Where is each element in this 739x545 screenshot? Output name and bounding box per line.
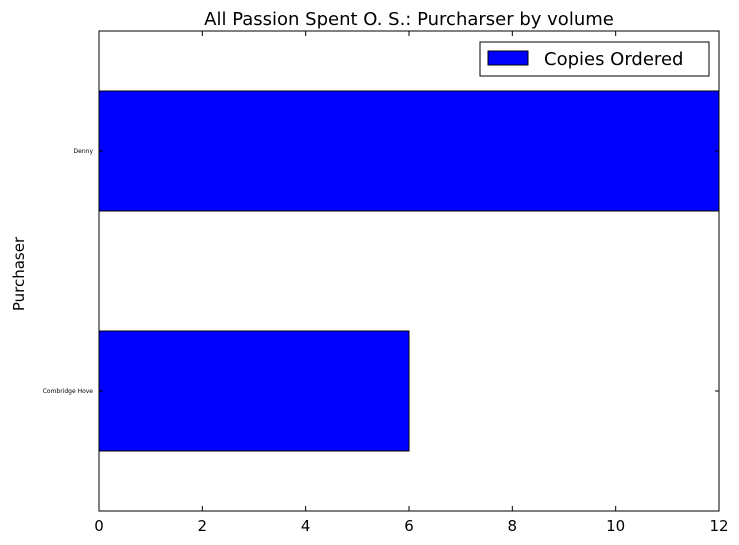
bar [98,330,410,452]
x-tick-label: 10 [606,517,625,535]
x-tick-label: 2 [198,517,208,535]
legend-label: Copies Ordered [544,49,683,70]
legend-swatch [487,50,529,66]
x-tick-label: 6 [404,517,414,535]
y-tick-label: Combridge Hove [43,388,94,395]
x-tick-label: 0 [94,517,104,535]
bars-group [98,90,720,452]
x-tick-label: 4 [301,517,311,535]
x-tick-label: 8 [508,517,518,535]
axis-ticks: Denny Combridge Hove 0 2 4 6 8 10 12 [43,31,729,535]
bar [98,90,720,212]
x-tick-label: 12 [709,517,728,535]
legend: Copies Ordered [479,41,710,77]
y-axis-label: Purchaser [10,236,28,311]
chart-title: All Passion Spent O. S.: Purcharser by v… [204,9,614,30]
plot-frame [98,30,720,512]
y-tick-label: Denny [74,148,94,155]
